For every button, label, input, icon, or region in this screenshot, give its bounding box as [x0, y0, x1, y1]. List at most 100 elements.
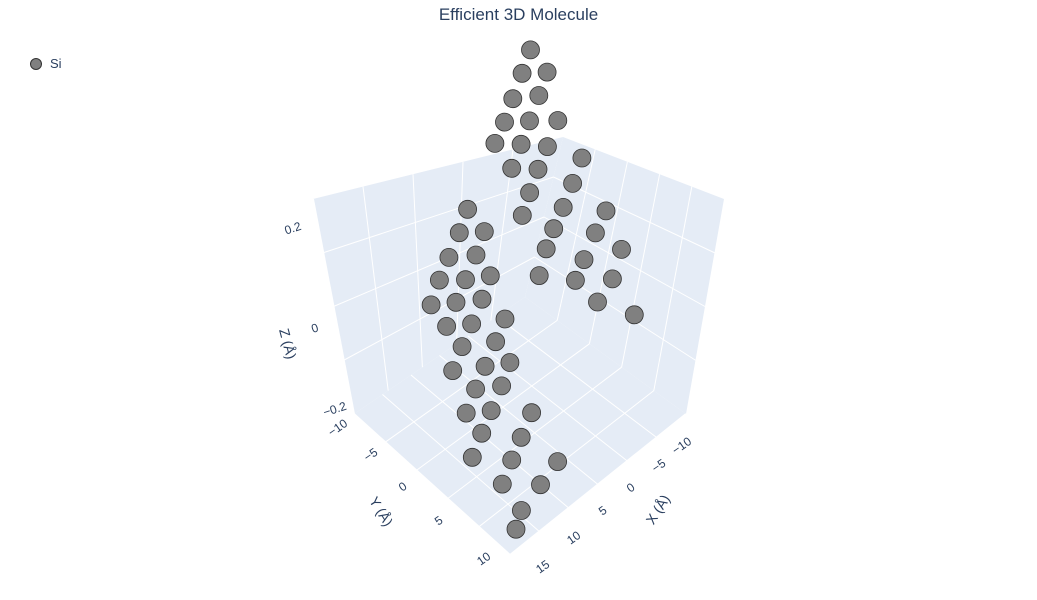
si-atom: [586, 223, 605, 243]
si-atom: [511, 134, 531, 154]
si-atom: [462, 447, 482, 467]
si-atom: [452, 337, 472, 357]
si-atom: [538, 137, 557, 157]
si-atom: [548, 111, 568, 130]
grid-line: [416, 343, 590, 471]
si-atom: [472, 289, 492, 309]
si-atom: [495, 112, 514, 132]
si-atom: [466, 245, 486, 265]
si-atom: [596, 201, 616, 221]
y-tick-label: −10: [325, 416, 350, 439]
grid-line: [447, 366, 622, 499]
si-atom: [449, 223, 469, 243]
si-atom: [572, 148, 592, 168]
si-atom: [612, 239, 631, 259]
si-atom: [588, 292, 607, 312]
si-atom: [429, 270, 449, 290]
floor-plane: [354, 297, 686, 555]
si-atom: [495, 309, 515, 329]
x-axis-title: X (Å): [643, 492, 673, 528]
legend-label: Si: [50, 56, 62, 71]
si-atom: [503, 89, 523, 109]
si-atom: [548, 452, 567, 472]
grid-line: [333, 216, 545, 307]
si-atom: [528, 159, 548, 179]
si-atom: [421, 295, 441, 315]
si-atom: [502, 450, 522, 470]
si-atom: [512, 63, 532, 83]
si-atom: [466, 379, 486, 399]
chart-title: Efficient 3D Molecule: [438, 5, 599, 24]
legend-marker-icon: [30, 57, 42, 70]
x-tick-label: 5: [596, 503, 610, 518]
grid-line: [496, 316, 657, 438]
si-atom: [566, 270, 585, 290]
grid-line: [543, 216, 706, 307]
si-atom: [574, 250, 594, 270]
si-atom: [506, 519, 526, 539]
z-axis-line: [312, 198, 355, 415]
x-tick-label: 15: [533, 557, 552, 576]
si-atom: [502, 158, 522, 178]
si-atom: [531, 475, 550, 495]
si-atom: [563, 173, 582, 193]
y-axis-line: [353, 413, 511, 556]
grid-line: [323, 176, 554, 254]
si-atom: [521, 40, 540, 60]
si-atom: [553, 197, 573, 217]
si-atom: [624, 305, 644, 325]
si-atom: [511, 427, 531, 447]
si-atom: [486, 332, 506, 352]
x-tick-label: −5: [649, 456, 669, 476]
si-atom: [485, 133, 505, 153]
si-atom: [456, 403, 476, 423]
si-atom: [437, 316, 457, 336]
y-tick-label: 10: [474, 549, 493, 568]
z-axis-title: Z (Å): [276, 327, 300, 361]
legend[interactable]: Si: [30, 56, 62, 71]
si-atom: [492, 474, 512, 494]
si-atom: [481, 401, 501, 421]
si-atom: [443, 361, 463, 381]
x-tick-label: −10: [669, 434, 694, 457]
grid-line: [467, 335, 628, 462]
si-atom: [500, 353, 520, 372]
grid-line: [553, 176, 715, 254]
y-tick-label: 0: [396, 479, 410, 494]
si-atom: [520, 183, 539, 203]
si-atom: [439, 247, 459, 267]
si-atom: [522, 403, 541, 423]
si-atom: [512, 501, 531, 520]
si-atom: [474, 222, 494, 242]
si-atom: [537, 62, 557, 82]
si-atom: [480, 266, 500, 286]
si-atom: [462, 314, 482, 334]
y-axis-title: Y (Å): [366, 494, 396, 529]
x-axis-line: [509, 413, 687, 556]
y-tick-label: −5: [361, 445, 381, 465]
si-atom: [475, 356, 495, 376]
back-wall-x-max: [525, 137, 724, 414]
z-tick-label: 0: [309, 320, 320, 335]
si-atom: [544, 219, 564, 239]
si-atom: [446, 292, 466, 312]
si-atom: [456, 270, 475, 290]
si-atom: [458, 199, 478, 219]
si-atom: [536, 239, 556, 259]
grid-line: [439, 355, 599, 485]
z-tick-label: 0.2: [283, 219, 304, 238]
si-atom: [520, 111, 539, 131]
si-atom: [529, 266, 549, 286]
si-atom: [603, 269, 622, 289]
y-tick-label: 5: [432, 513, 446, 528]
grid-line: [534, 256, 696, 361]
si-atom: [472, 423, 492, 443]
si-atom: [529, 86, 549, 105]
si-atom: [512, 205, 532, 225]
x-tick-label: 10: [564, 528, 583, 547]
z-tick-label: −0.2: [321, 399, 348, 420]
si-atom: [492, 376, 512, 396]
x-tick-label: 0: [624, 480, 638, 495]
